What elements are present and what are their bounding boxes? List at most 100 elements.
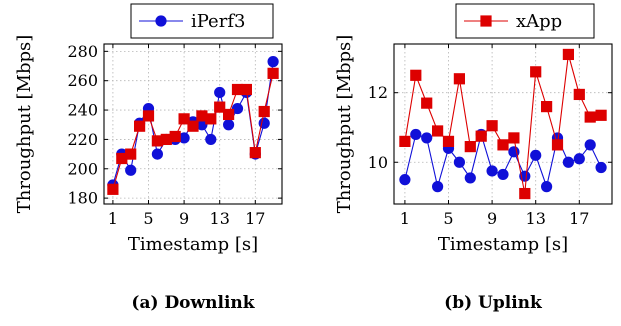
data-point bbox=[231, 102, 244, 115]
data-point bbox=[205, 133, 217, 146]
data-point bbox=[464, 141, 476, 153]
x-tick-label: 17 bbox=[245, 209, 265, 228]
data-point bbox=[214, 101, 226, 113]
y-axis: 180 200 220 240 260 280 bbox=[67, 42, 282, 208]
series-square-1 bbox=[107, 67, 279, 195]
data-point bbox=[151, 148, 163, 160]
data-point bbox=[486, 165, 498, 177]
x-tick-label: 1 bbox=[108, 209, 118, 228]
uplink-chart: 1 5 9 13 17 10 12 Timestamp [s] Throughput [Mbps… bbox=[334, 3, 613, 313]
data-point bbox=[125, 164, 137, 176]
x-axis-title: Timestamp [s] bbox=[438, 234, 568, 255]
y-tick-label: 200 bbox=[67, 159, 98, 178]
legend-label: xApp bbox=[516, 11, 562, 32]
y-axis-title: Throughput [Mbps] bbox=[334, 35, 355, 214]
series-circle-0 bbox=[399, 128, 607, 193]
data-point bbox=[421, 132, 433, 144]
y-tick-label: 240 bbox=[67, 101, 98, 120]
legend-label: iPerf3 bbox=[191, 11, 245, 32]
data-point bbox=[442, 135, 455, 147]
y-tick-label: 12 bbox=[368, 83, 388, 102]
data-point bbox=[432, 125, 444, 137]
chart-caption: (b) Uplink bbox=[444, 293, 543, 313]
data-point bbox=[107, 183, 119, 195]
data-point bbox=[399, 174, 411, 186]
data-point bbox=[410, 69, 422, 81]
x-axis: 1 5 9 13 17 bbox=[108, 44, 265, 228]
y-tick-label: 180 bbox=[67, 189, 98, 208]
x-tick-label: 13 bbox=[526, 209, 546, 228]
legend-marker bbox=[155, 15, 167, 27]
data-point bbox=[530, 66, 542, 78]
x-tick-label: 13 bbox=[210, 209, 230, 228]
x-tick-label: 9 bbox=[487, 209, 497, 228]
data-point bbox=[453, 73, 465, 85]
y-tick-label: 260 bbox=[67, 71, 98, 90]
data-point bbox=[249, 147, 261, 159]
data-point bbox=[178, 113, 190, 125]
data-point bbox=[410, 128, 422, 141]
data-point bbox=[464, 172, 476, 184]
data-point bbox=[205, 113, 217, 125]
x-tick-label: 17 bbox=[569, 209, 589, 228]
data-point bbox=[142, 110, 155, 122]
data-point bbox=[486, 120, 498, 132]
y-tick-label: 280 bbox=[67, 42, 98, 61]
legend: xApp bbox=[455, 3, 595, 39]
data-point bbox=[240, 83, 252, 96]
x-tick-label: 9 bbox=[179, 209, 189, 228]
data-point bbox=[562, 48, 574, 61]
data-point bbox=[151, 135, 163, 147]
data-point bbox=[584, 111, 596, 123]
data-point bbox=[178, 132, 190, 144]
data-point bbox=[562, 156, 575, 168]
x-tick-label: 5 bbox=[443, 209, 453, 228]
grid bbox=[104, 44, 282, 204]
data-point bbox=[134, 120, 146, 132]
data-point bbox=[573, 153, 585, 165]
data-point bbox=[530, 149, 542, 161]
legend: iPerf3 bbox=[130, 3, 274, 39]
y-axis: 10 12 bbox=[368, 83, 612, 172]
data-point bbox=[196, 119, 208, 131]
data-point bbox=[497, 168, 509, 181]
series-square-1 bbox=[399, 48, 607, 200]
data-point bbox=[508, 132, 520, 144]
y-tick-label: 220 bbox=[67, 130, 98, 149]
data-point bbox=[519, 187, 531, 200]
data-point bbox=[223, 108, 235, 121]
data-point bbox=[196, 110, 208, 122]
data-point bbox=[160, 133, 172, 146]
y-tick-label: 10 bbox=[368, 153, 388, 172]
data-point bbox=[497, 139, 509, 151]
x-axis-title: Timestamp [s] bbox=[128, 234, 258, 255]
data-point bbox=[475, 130, 487, 142]
data-point bbox=[125, 148, 137, 160]
data-point bbox=[421, 97, 433, 109]
data-point bbox=[214, 86, 226, 99]
data-point bbox=[453, 156, 465, 168]
data-point bbox=[116, 152, 128, 165]
data-point bbox=[541, 101, 553, 113]
data-point bbox=[595, 109, 607, 121]
x-tick-label: 1 bbox=[400, 209, 410, 228]
data-point bbox=[584, 139, 596, 151]
data-point bbox=[573, 88, 585, 101]
data-point bbox=[231, 83, 244, 96]
data-point bbox=[223, 119, 235, 131]
data-point bbox=[258, 105, 270, 118]
downlink-chart: 1 5 9 13 17 180 200 220 240 260 280 Timestamp [s] Th… bbox=[14, 3, 283, 313]
x-axis: 1 5 9 13 17 bbox=[400, 44, 589, 228]
x-tick-label: 5 bbox=[143, 209, 153, 228]
data-point bbox=[169, 130, 181, 143]
data-point bbox=[187, 120, 199, 132]
y-axis-title: Throughput [Mbps] bbox=[14, 35, 35, 214]
chart-caption: (a) Downlink bbox=[131, 293, 255, 313]
legend-marker bbox=[480, 15, 492, 27]
data-point bbox=[267, 67, 279, 79]
data-point bbox=[432, 181, 444, 193]
plot-frame bbox=[103, 43, 283, 205]
plot-frame bbox=[393, 43, 613, 205]
data-point bbox=[399, 135, 411, 147]
